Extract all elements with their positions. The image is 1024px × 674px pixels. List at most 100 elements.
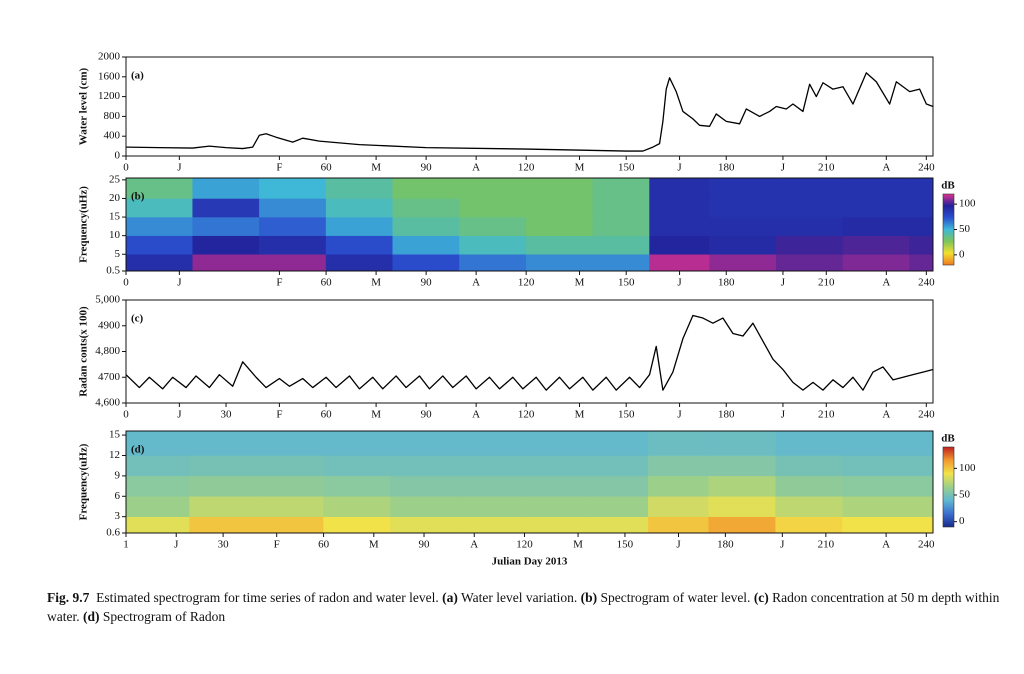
heatmap-cell [125,235,193,255]
heatmap-cell [392,254,460,272]
heatmap-cell [842,254,910,272]
heatmap-cell [256,430,324,456]
colorbar-tick-label: 100 [959,198,976,210]
y-tick-label: 1200 [98,90,121,102]
heatmap-cell [649,254,710,272]
colorbar-tick-label: 100 [959,462,976,474]
heatmap-cell [775,455,843,477]
heatmap-cell [459,177,527,199]
x-tick-label: 210 [818,277,835,289]
heatmap-cell [259,198,327,218]
y-tick-label: 4900 [98,319,121,331]
x-tick-label: 240 [918,539,935,551]
heatmap-cell [708,516,776,534]
caption: Fig. 9.7 Estimated spectrogram for time … [47,588,1007,626]
heatmap-cell [325,177,394,199]
heatmap-cell [325,254,394,272]
panel-label: (a) [131,70,144,82]
y-axis-label: Water level (cm) [78,67,90,145]
x-tick-label: 60 [321,162,333,174]
x-tick-label: 60 [321,277,333,289]
heatmap-cell [524,455,592,477]
heatmap-cell [649,235,710,255]
y-tick-label: 800 [104,110,121,122]
y-tick-label: 0.5 [106,265,120,277]
heatmap-cell [525,177,594,199]
x-tick-label: 0 [123,162,129,174]
y-tick-label: 1600 [98,70,121,82]
heatmap-cell [525,235,594,255]
heatmap-cell [459,216,527,236]
heatmap-cell [256,516,324,534]
y-tick-label: 5,000 [95,294,120,306]
caption-run: Water level variation. [457,590,581,605]
heatmap-cell [259,177,327,199]
x-tick-label: 240 [918,409,935,421]
heatmap-cell [842,235,910,255]
heatmap-cell [591,516,649,534]
heatmap-cell [708,430,776,456]
y-tick-label: 9 [115,469,121,481]
x-tick-label: 120 [518,162,535,174]
heatmap-cell [592,235,650,255]
colorbar [942,446,955,528]
caption-run: (c) [753,590,769,605]
heatmap-cell [592,216,650,236]
x-tick-label: 120 [518,277,535,289]
x-tick-label: 30 [218,539,230,551]
x-tick-label: A [882,409,890,421]
heatmap-cell [189,430,257,456]
x-tick-label: M [575,162,585,174]
heatmap-cell [125,516,190,534]
x-tick-label: J [177,409,182,421]
heatmap-cell [909,235,934,255]
x-tick-label: A [882,162,890,174]
heatmap-cell [392,198,460,218]
y-tick-label: 25 [109,173,121,185]
heatmap-cell [525,216,594,236]
heatmap-cell [909,216,934,236]
y-axis-label: Frequency(uHz) [78,186,90,263]
heatmap-cell [776,177,844,199]
heatmap-cell [125,430,190,456]
heatmap-cell [909,455,934,477]
heatmap-cell [256,496,324,517]
heatmap-cell [189,496,257,517]
heatmap-cell [323,475,391,497]
x-tick-label: 1 [123,539,129,551]
x-tick-label: 60 [321,409,333,421]
heatmap-cell [842,516,910,534]
colorbar-tick-label: 0 [959,248,965,260]
y-tick-label: 400 [104,130,121,142]
heatmap-cell [776,254,844,272]
x-tick-label: 150 [617,539,634,551]
heatmap-cell [909,198,934,218]
y-tick-label: 3 [115,510,121,522]
x-tick-label: M [573,539,583,551]
caption-run: Estimated spectrogram for time series of… [89,590,443,605]
x-tick-label: 0 [123,277,129,289]
heatmap-cell [775,496,843,517]
plot-frame [125,299,934,404]
x-tick-label: J [177,162,182,174]
y-axis-label: Frequency(uHz) [78,443,90,520]
x-tick-label: 120 [518,409,535,421]
x-tick-label: 240 [918,277,935,289]
x-tick-label: A [882,277,890,289]
heatmap-cell [591,496,649,517]
colorbar-label: dB [941,433,955,445]
heatmap-cell [591,455,649,477]
x-tick-label: A [472,277,480,289]
x-tick-label: 210 [818,409,835,421]
heatmap-cell [524,430,592,456]
heatmap-cell [390,455,458,477]
heatmap-cell [775,430,843,456]
heatmap-cell [189,455,257,477]
heatmap-cell [909,254,934,272]
y-tick-label: 2000 [98,51,121,63]
heatmap-cell [775,475,843,497]
colorbar-tick-label: 0 [959,515,965,527]
data-line [125,72,934,152]
heatmap-cell [192,216,260,236]
plot-frame [125,430,934,534]
